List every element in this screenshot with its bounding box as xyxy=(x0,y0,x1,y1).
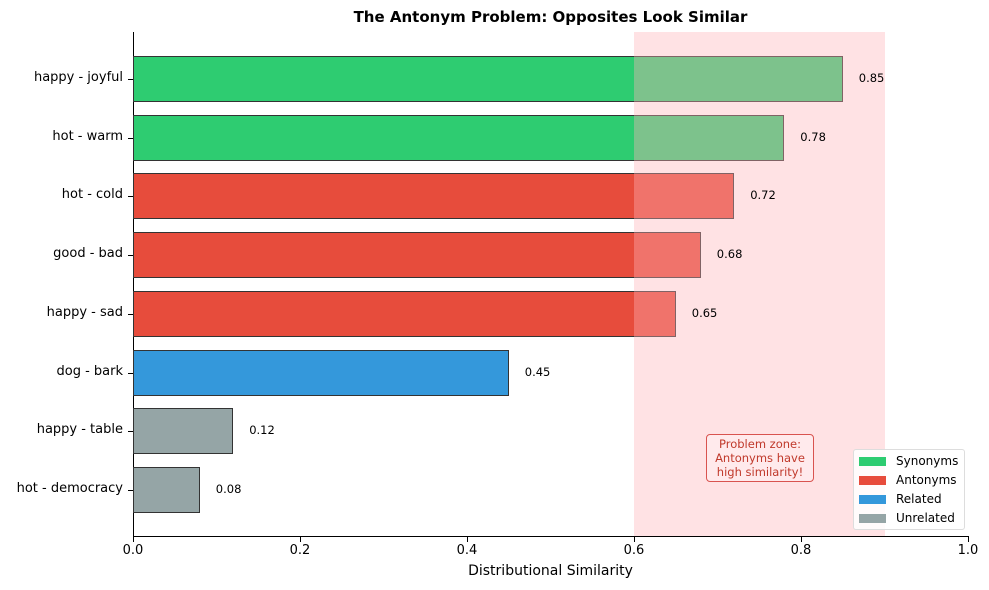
annotation-line: high similarity! xyxy=(716,465,804,479)
legend-swatch xyxy=(859,456,886,466)
bar-value-label: 0.65 xyxy=(691,306,718,320)
legend-label: Synonyms xyxy=(896,454,959,468)
legend-item-related: Related xyxy=(859,491,942,507)
x-tick-label: 0.0 xyxy=(122,543,144,558)
bar xyxy=(133,56,843,102)
x-axis xyxy=(133,536,969,537)
y-tick xyxy=(128,138,133,139)
y-tick xyxy=(128,373,133,374)
legend-item-unrelated: Unrelated xyxy=(859,510,955,526)
legend-label: Antonyms xyxy=(896,473,957,487)
x-tick xyxy=(133,537,134,542)
x-tick xyxy=(968,537,969,542)
y-tick xyxy=(128,79,133,80)
bar-value-label: 0.12 xyxy=(249,423,275,437)
bar-value-label: 0.08 xyxy=(215,482,242,496)
legend: Synonyms Antonyms Related Unrelated xyxy=(853,449,965,530)
x-tick xyxy=(634,537,635,542)
bar xyxy=(133,232,701,278)
x-tick-label: 0.2 xyxy=(289,543,311,558)
y-tick xyxy=(128,196,133,197)
y-tick-label: hot - cold xyxy=(61,187,123,202)
bar-value-label: 0.68 xyxy=(716,247,743,261)
bar xyxy=(133,173,735,219)
y-tick-label: good - bad xyxy=(53,246,123,261)
x-tick-label: 0.6 xyxy=(623,543,645,558)
y-tick xyxy=(128,431,133,432)
y-tick xyxy=(128,314,133,315)
bar-value-label: 0.72 xyxy=(750,188,776,202)
y-tick-label: happy - sad xyxy=(46,305,123,320)
bar-value-label: 0.78 xyxy=(800,130,826,144)
legend-swatch xyxy=(859,475,886,485)
legend-item-synonyms: Synonyms xyxy=(859,453,958,469)
y-axis xyxy=(133,32,134,537)
x-axis-title: Distributional Similarity xyxy=(468,563,633,579)
y-tick-label: hot - warm xyxy=(52,129,123,144)
x-tick-label: 1.0 xyxy=(957,543,979,558)
plot-area: 0.85 0.78 0.72 0.68 0.65 0.45 0.12 0.08 xyxy=(133,32,968,536)
problem-zone-annotation: Problem zone: Antonyms have high similar… xyxy=(706,434,814,482)
bar xyxy=(133,115,785,161)
annotation-line: Antonyms have xyxy=(715,451,805,465)
legend-label: Related xyxy=(896,492,942,506)
bar-value-label: 0.85 xyxy=(858,71,885,85)
y-tick xyxy=(128,255,133,256)
y-tick-label: happy - table xyxy=(36,422,123,437)
x-tick-label: 0.8 xyxy=(790,543,812,558)
bar xyxy=(133,408,234,454)
x-tick-label: 0.4 xyxy=(456,543,478,558)
bar-value-label: 0.45 xyxy=(524,365,551,379)
y-tick-label: dog - bark xyxy=(56,364,123,379)
x-tick xyxy=(300,537,301,542)
legend-item-antonyms: Antonyms xyxy=(859,472,957,488)
x-tick xyxy=(801,537,802,542)
legend-label: Unrelated xyxy=(896,511,955,525)
legend-swatch xyxy=(859,513,886,523)
y-tick-label: happy - joyful xyxy=(33,70,123,85)
bar xyxy=(133,467,200,513)
annotation-line: Problem zone: xyxy=(719,437,801,451)
y-tick-label: hot - democracy xyxy=(16,481,123,496)
x-tick xyxy=(467,537,468,542)
legend-swatch xyxy=(859,494,886,504)
bar xyxy=(133,291,676,337)
bar xyxy=(133,350,509,396)
y-tick xyxy=(128,490,133,491)
chart-title: The Antonym Problem: Opposites Look Simi… xyxy=(353,8,748,26)
